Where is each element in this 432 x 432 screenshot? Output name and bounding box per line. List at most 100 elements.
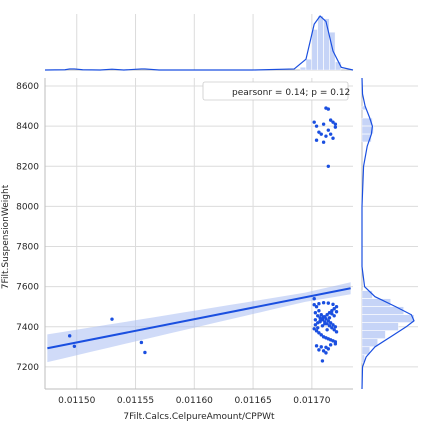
main-plot: 0.01150 0.01155 0.01160 0.01165 0.01170 7200 7… (16, 78, 353, 406)
scatter-point (313, 318, 318, 322)
marginal-y-hist-bar (361, 354, 365, 363)
scatter-point (331, 302, 335, 307)
scatter-point (327, 324, 332, 328)
marginal-x-hist-bar (305, 59, 312, 71)
scatter-point (330, 309, 334, 313)
legend-text: pearsonr = 0.14; p = 0.12 (232, 88, 350, 98)
scatter-point (316, 314, 320, 318)
marginal-x-hist-bar (329, 32, 336, 71)
scatter-point (326, 347, 331, 351)
marginal-x-kde (44, 15, 354, 71)
scatter-point (318, 320, 322, 324)
scatter-point (317, 309, 321, 313)
scatter-point (72, 344, 77, 348)
confidence-band (47, 282, 351, 363)
scatter-point (321, 122, 326, 126)
scatter-point (313, 323, 318, 327)
scatter-point (319, 333, 323, 337)
scatter-point (334, 310, 339, 314)
y-tick-label: 7600 (16, 283, 39, 293)
y-axis-label: 7Filt.SuspensionWeight (1, 184, 11, 289)
scatter-point (314, 305, 319, 309)
marginal-x-hist-bar (299, 67, 306, 71)
scatter-point (320, 359, 325, 363)
scatter-point (319, 313, 323, 317)
legend-box (202, 81, 349, 101)
y-tick-label: 7800 (16, 243, 39, 253)
x-tick-label: 0.01155 (117, 396, 154, 406)
marginal-y-hist-bar (361, 117, 373, 127)
scatter-point (331, 323, 335, 327)
x-tick-label: 0.01150 (58, 396, 95, 406)
marginal-y-hist-bar (361, 330, 386, 339)
marginal-x-hist-bar (311, 29, 318, 71)
scatter-point (323, 322, 327, 326)
scatter-point (314, 138, 319, 142)
scatter-point (139, 340, 144, 345)
scatter-point (326, 301, 331, 305)
scatter-point (326, 107, 331, 111)
scatter-point (333, 125, 338, 129)
scatter-point (317, 348, 321, 352)
scatter-point (110, 317, 114, 321)
scatter-point (332, 328, 336, 332)
marginal-x-hist-bar (317, 15, 324, 71)
scatter-point (333, 122, 338, 126)
y-tick-label: 7200 (16, 363, 39, 373)
scatter-point (328, 343, 333, 347)
scatter-point (328, 321, 333, 325)
scatter-point (334, 305, 339, 309)
marginal-x-hist-bar (323, 18, 330, 71)
scatter-point (317, 331, 321, 335)
scatter-point (143, 350, 147, 355)
scatter-point (319, 132, 323, 136)
scatter-point (325, 322, 329, 326)
marginal-y-hist-bar (361, 322, 399, 331)
marginal-y-plot (361, 77, 418, 390)
scatter-point (320, 324, 325, 328)
scatter-point (332, 314, 336, 318)
marginal-y-kde (361, 77, 415, 390)
y-tick-label: 8000 (16, 202, 39, 212)
marginal-y-hist-bar (361, 133, 372, 143)
scatter-point (319, 345, 323, 349)
scatter-point (330, 326, 334, 330)
scatter-point (328, 132, 333, 136)
marginal-y-hist-bar (361, 314, 415, 323)
scatter-point (321, 301, 326, 305)
legend: pearsonr = 0.14; p = 0.12 (202, 81, 350, 101)
scatter-point (325, 328, 329, 332)
scatter-point (331, 136, 335, 140)
scatter-point (333, 342, 338, 346)
scatter-point (317, 130, 321, 134)
y-tick-label: 8400 (16, 122, 39, 132)
scatter-point (324, 351, 328, 355)
scatter-point (326, 128, 331, 132)
scatter-point (67, 334, 72, 338)
scatter-point (317, 302, 321, 306)
x-tick-label: 0.01165 (234, 396, 271, 406)
marginal-x-plot (44, 14, 354, 71)
scatter-point (333, 325, 338, 329)
marginal-y-hist-bar (361, 346, 371, 355)
scatter-point (327, 316, 332, 320)
x-axis-label: 7Filt.Calcs.CelpureAmount/CPPWt (123, 412, 275, 422)
scatter-point (324, 134, 328, 138)
marginal-y-hist-bar (361, 290, 373, 299)
scatter-point (330, 312, 334, 316)
scatter-point (313, 311, 318, 315)
scatter-point (328, 118, 333, 122)
y-tick-label: 8200 (16, 162, 39, 172)
scatter-point (320, 317, 325, 321)
marginal-y-hist-bar (361, 298, 391, 307)
scatter-point (312, 120, 316, 124)
scatter-point (312, 303, 316, 307)
y-tick-label: 7400 (16, 323, 39, 333)
scatter-point (312, 297, 316, 301)
scatter-point (332, 307, 336, 311)
scatter-point (325, 313, 329, 317)
scatter-point (326, 319, 331, 323)
regression-line (47, 287, 351, 350)
